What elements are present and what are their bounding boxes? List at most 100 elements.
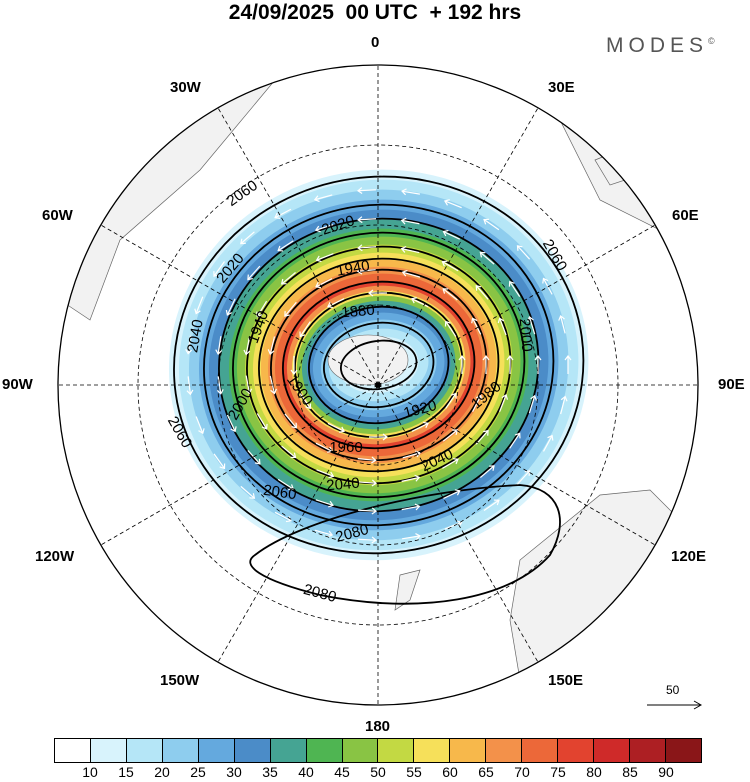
wind-arrow — [499, 393, 509, 412]
wind-arrow — [442, 229, 461, 240]
colorbar-ticks: 10 15 20 25 30 35 40 45 50 55 60 65 70 75 80 85 90 — [54, 764, 702, 782]
lon-label-90w: 90W — [2, 376, 33, 393]
wind-arrow — [560, 395, 568, 415]
colorbar-tick-label: 70 — [514, 764, 530, 780]
wind-arrow — [215, 336, 223, 356]
colorbar-cell — [414, 739, 451, 762]
wind-arrow — [358, 507, 378, 515]
wind-arrow — [315, 253, 334, 263]
meridian-line — [100, 384, 379, 546]
colorbar-tick-label: 80 — [586, 764, 602, 780]
colorbar-cell — [378, 739, 415, 762]
wind-arrow — [442, 288, 458, 301]
height-contour — [308, 305, 450, 425]
svg-text:2000: 2000 — [516, 318, 536, 353]
contour-label-2060-nw: 2060 — [224, 177, 261, 210]
wind-arrow — [240, 231, 255, 245]
lon-label-30w: 30W — [170, 79, 201, 96]
colorbar-cell — [198, 739, 235, 762]
wind-arrow — [195, 416, 205, 435]
height-contour — [258, 257, 500, 473]
wind-arrow — [442, 458, 459, 469]
brand-name: MODES — [606, 34, 709, 57]
meridian-line — [377, 107, 539, 386]
wind-arrow — [243, 336, 251, 356]
wind-arrow — [225, 298, 236, 316]
height-contour — [249, 484, 561, 605]
wind-arrow — [401, 503, 421, 511]
meridian-line — [377, 224, 656, 386]
contour-label-1880: 1880 — [341, 302, 376, 322]
wind-arrow — [516, 245, 531, 260]
wind-arrow — [483, 218, 500, 231]
height-contour — [294, 291, 464, 439]
meridian-line — [217, 384, 379, 663]
wind-arrow — [185, 335, 193, 355]
colorbar-tick-label: 65 — [478, 764, 494, 780]
colorbar-tick-label: 15 — [118, 764, 134, 780]
colorbar-tick-label: 60 — [442, 764, 458, 780]
svg-text:1960: 1960 — [329, 439, 362, 456]
wind-arrow — [313, 194, 333, 203]
wind-arrow — [299, 393, 312, 410]
colorbar-cell — [306, 739, 343, 762]
wind-arrow — [357, 244, 377, 252]
wind-arrow — [475, 429, 489, 445]
lon-label-60w: 60W — [42, 207, 73, 224]
wind-arrow — [316, 469, 335, 479]
wind-arrow — [284, 301, 297, 317]
copyright-mark: © — [708, 36, 715, 46]
wind-reference-label: 50 — [666, 683, 680, 697]
wind-arrow — [443, 199, 462, 209]
wind-arrow — [327, 298, 345, 309]
wind-arrow — [314, 224, 334, 233]
contour-label-2000-e: 2000 — [516, 318, 536, 353]
wind-arrow — [315, 499, 334, 508]
lon-label-0: 0 — [371, 34, 380, 51]
wind-arrow — [194, 296, 204, 315]
wind-arrow — [509, 432, 521, 449]
wind-arrow — [442, 429, 459, 442]
lon-label-120e: 120E — [671, 548, 707, 565]
wind-arrow — [240, 485, 256, 499]
wind-arrow — [558, 314, 566, 334]
contour-label-2040-ss: 2040 — [326, 475, 361, 495]
wind-arrow — [508, 280, 521, 297]
wind-arrow — [443, 489, 461, 500]
wind-arrow — [471, 317, 482, 335]
wind-arrow — [290, 356, 298, 375]
lon-label-150e: 150E — [548, 672, 584, 689]
wind-arrow — [401, 188, 420, 196]
wind-arrow — [402, 533, 421, 540]
wind-arrow — [226, 414, 237, 433]
colorbar-tick-label: 35 — [262, 764, 278, 780]
wind-arrow — [314, 529, 334, 538]
height-contour — [282, 280, 476, 450]
colorbar-tick-label: 30 — [226, 764, 242, 780]
wind-arrow — [528, 394, 537, 414]
height-contour — [203, 203, 555, 527]
colorbar-cell — [630, 739, 666, 762]
wind-arrow — [441, 260, 459, 272]
wind-arrow — [284, 413, 297, 429]
wind-arrow — [542, 434, 554, 452]
wind-arrow — [497, 317, 507, 336]
svg-text:2080: 2080 — [302, 581, 339, 606]
meridian-line — [217, 107, 379, 386]
wind-arrow — [400, 217, 420, 225]
wind-arrow — [327, 422, 345, 433]
wind-arrow — [358, 479, 378, 487]
colorbar-tick-label: 40 — [298, 764, 314, 780]
wind-arrow — [356, 187, 376, 195]
colorbar-cell — [486, 739, 523, 762]
contour-label-1960: 1960 — [329, 439, 362, 456]
colorbar-cell — [162, 739, 199, 762]
colorbar-cell — [55, 739, 91, 762]
contour-label-2080-b: 2080 — [302, 581, 339, 606]
wind-arrow — [213, 261, 225, 277]
svg-text:2040: 2040 — [184, 318, 207, 354]
wind-arrow — [400, 246, 420, 254]
colorbar — [54, 738, 702, 763]
chart-title: 24/09/2025 00 UTC + 192 hrs — [228, 1, 522, 24]
wind-arrow — [401, 269, 421, 278]
